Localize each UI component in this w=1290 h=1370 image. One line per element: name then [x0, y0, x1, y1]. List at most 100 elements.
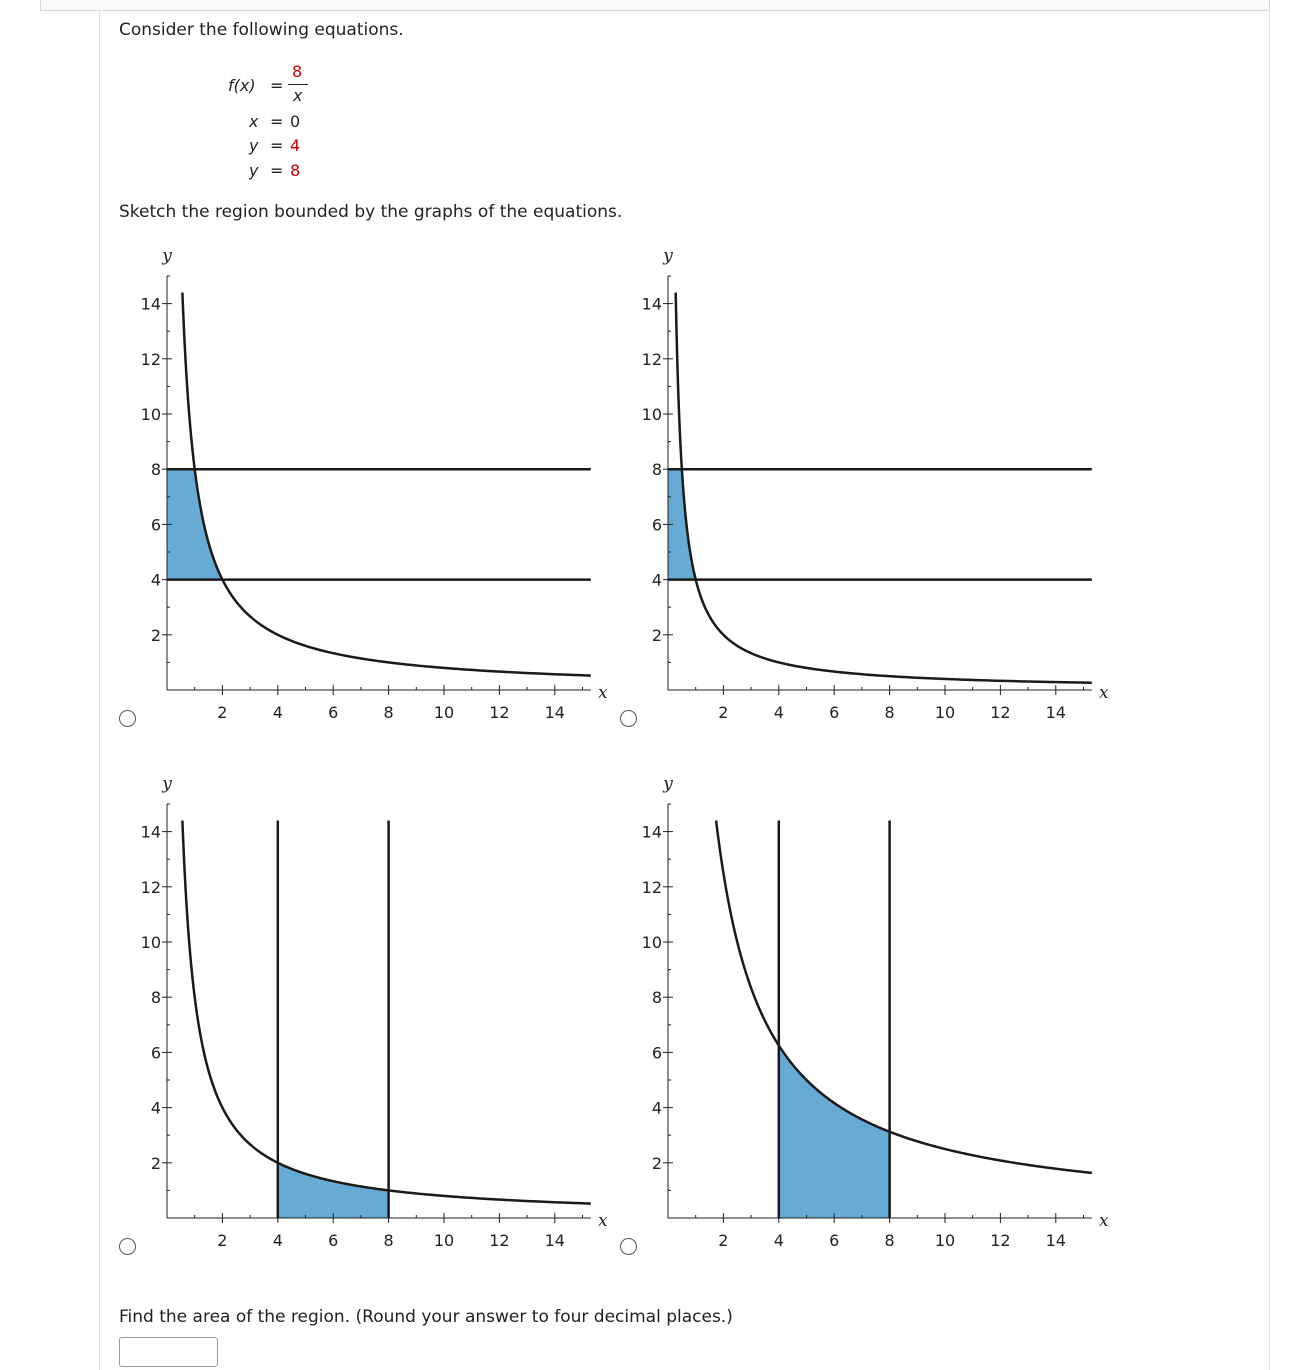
area-answer-input[interactable]: [119, 1337, 218, 1367]
y-tick-label: 12: [642, 878, 662, 897]
y-tick-label: 10: [141, 405, 161, 424]
x-tick-label: 12: [489, 1231, 509, 1250]
y-tick-label: 14: [141, 295, 161, 314]
x-axis-label: x: [598, 1211, 608, 1231]
y-axis-label: y: [662, 774, 673, 794]
intro-text: Consider the following equations.: [119, 20, 404, 40]
hyperbola-curve: [181, 820, 591, 1205]
y-tick-label: 8: [151, 988, 161, 1007]
fraction-bar: [288, 84, 308, 85]
shaded-region: [167, 469, 223, 580]
y1-val: 4: [290, 136, 301, 155]
area-prompt: Find the area of the region. (Round your…: [119, 1307, 733, 1327]
y-tick-label: 14: [642, 823, 662, 842]
shaded-region: [778, 1045, 890, 1218]
graph-option-4: 2 4 6 8 10 12 14 2 4 6 8 10 12 14 x y: [621, 760, 1121, 1280]
y-tick-label: 10: [642, 933, 662, 952]
x-tick-label: 14: [545, 1231, 565, 1250]
y-tick-label: 2: [151, 626, 161, 645]
x-tick-label: 10: [434, 703, 454, 722]
shaded-region: [277, 1162, 389, 1218]
y-tick-label: 12: [141, 350, 161, 369]
x-tick-label: 2: [217, 703, 227, 722]
y-tick-label: 8: [151, 460, 161, 479]
y-tick-label: 8: [652, 460, 662, 479]
graph-option-2: 2 4 6 8 10 12 14 2 4 6 8 10 12 14 x y: [621, 232, 1121, 752]
y-tick-label: 14: [642, 295, 662, 314]
eq-sign-2: =: [270, 112, 284, 131]
y-tick-label: 12: [642, 350, 662, 369]
x-tick-label: 12: [990, 703, 1010, 722]
top-bar: [40, 0, 1270, 11]
graph-option-1: 2 4 6 8 10 12 14 2 4 6 8 10 12 14 x y: [120, 232, 620, 752]
shaded-region: [668, 469, 696, 580]
x-tick-label: 4: [273, 1231, 283, 1250]
x-axis-label: x: [1099, 683, 1109, 703]
eq-sign-1: =: [270, 76, 284, 95]
y-tick-label: 10: [141, 933, 161, 952]
x-tick-label: 10: [434, 1231, 454, 1250]
y-tick-label: 2: [652, 626, 662, 645]
x-tick-label: 14: [545, 703, 565, 722]
hyperbola-curve: [714, 820, 1092, 1175]
x-axis-label: x: [598, 683, 608, 703]
y-tick-label: 2: [652, 1154, 662, 1173]
denominator: x: [293, 86, 303, 105]
f-label: f(x): [228, 76, 256, 95]
y-tick-label: 6: [652, 1043, 662, 1062]
y-tick-label: 4: [151, 571, 161, 590]
x-var: x: [249, 112, 259, 131]
x-tick-label: 4: [273, 703, 283, 722]
y-tick-label: 6: [652, 515, 662, 534]
eq-sign-3: =: [270, 136, 284, 155]
y-axis-label: y: [662, 246, 673, 266]
x-tick-label: 10: [935, 1231, 955, 1250]
y-axis-label: y: [161, 246, 172, 266]
x-tick-label: 10: [935, 703, 955, 722]
y-axis-label: y: [161, 774, 172, 794]
y-tick-label: 12: [141, 878, 161, 897]
y-tick-label: 4: [151, 1099, 161, 1118]
x-tick-label: 8: [384, 1231, 394, 1250]
y-tick-label: 4: [652, 1099, 662, 1118]
radio-option-4[interactable]: [620, 1238, 637, 1255]
graph-svg-1: 2 4 6 8 10 12 14 2 4 6 8 10 12 14 x y: [141, 246, 608, 722]
x-tick-label: 8: [384, 703, 394, 722]
y2-val: 8: [290, 161, 301, 180]
x-tick-label: 6: [328, 703, 338, 722]
y-tick-label: 10: [642, 405, 662, 424]
x-tick-label: 8: [885, 1231, 895, 1250]
graph-svg-3: 2 4 6 8 10 12 14 2 4 6 8 10 12 14 x y: [141, 774, 608, 1250]
radio-option-3[interactable]: [119, 1238, 136, 1255]
radio-option-1[interactable]: [119, 710, 136, 727]
hyperbola-curve: [181, 292, 591, 677]
y-tick-label: 14: [141, 823, 161, 842]
x-tick-label: 2: [718, 1231, 728, 1250]
eq-sign-4: =: [270, 161, 284, 180]
graph-svg-4: 2 4 6 8 10 12 14 2 4 6 8 10 12 14 x y: [642, 774, 1109, 1250]
x-tick-label: 8: [885, 703, 895, 722]
y-tick-label: 8: [652, 988, 662, 1007]
hyperbola-curve: [674, 292, 1092, 685]
question-panel: [99, 10, 1270, 1370]
x-tick-label: 6: [829, 1231, 839, 1250]
x-tick-label: 12: [489, 703, 509, 722]
x-tick-label: 12: [990, 1231, 1010, 1250]
graph-svg-2: 2 4 6 8 10 12 14 2 4 6 8 10 12 14 x y: [642, 246, 1109, 722]
x-tick-label: 2: [718, 703, 728, 722]
y-var-1: y: [249, 136, 259, 155]
sketch-prompt: Sketch the region bounded by the graphs …: [119, 202, 623, 222]
y-tick-label: 6: [151, 515, 161, 534]
y-tick-label: 6: [151, 1043, 161, 1062]
y-tick-label: 4: [652, 571, 662, 590]
numerator: 8: [292, 62, 303, 81]
x-tick-label: 14: [1046, 703, 1066, 722]
x-val: 0: [290, 112, 301, 131]
x-tick-label: 2: [217, 1231, 227, 1250]
x-tick-label: 4: [774, 703, 784, 722]
y-tick-label: 2: [151, 1154, 161, 1173]
x-tick-label: 6: [829, 703, 839, 722]
x-tick-label: 14: [1046, 1231, 1066, 1250]
radio-option-2[interactable]: [620, 710, 637, 727]
x-tick-label: 6: [328, 1231, 338, 1250]
